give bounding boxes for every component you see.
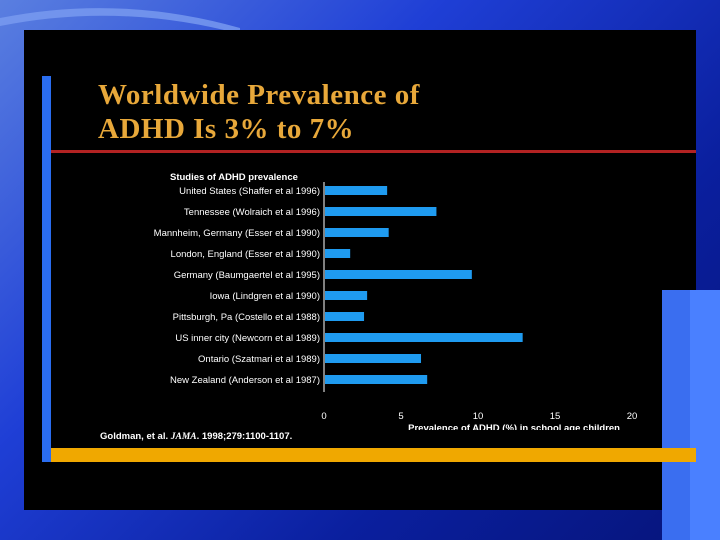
- category-label: Tennessee (Wolraich et al 1996): [184, 207, 320, 218]
- bar: [325, 228, 389, 237]
- x-tick-label: 20: [627, 411, 638, 422]
- x-tick-label: 5: [398, 411, 403, 422]
- citation-journal: JAMA: [170, 432, 197, 442]
- prevalence-bar-chart: Studies of ADHD prevalence United States …: [154, 172, 638, 430]
- category-label: New Zealand (Anderson et al 1987): [170, 375, 320, 386]
- x-tick-label: 10: [473, 411, 484, 422]
- title-line-2: ADHD Is 3% to 7%: [98, 113, 355, 145]
- citation: Goldman, et al. JAMA. 1998;279:1100-1107…: [100, 431, 292, 442]
- title-line-1: Worldwide Prevalence of: [98, 79, 420, 111]
- bar: [325, 186, 388, 195]
- category-label: Germany (Baumgaertel et al 1995): [174, 270, 320, 281]
- x-axis-label: Prevalence of ADHD (%) in school age chi…: [408, 423, 620, 430]
- slide-title: Worldwide Prevalence of ADHD Is 3% to 7%: [98, 78, 420, 146]
- bar: [325, 270, 472, 279]
- category-label: Ontario (Szatmari et al 1989): [198, 354, 320, 365]
- category-label: Pittsburgh, Pa (Costello et al 1988): [173, 312, 320, 323]
- bar: [325, 354, 422, 363]
- title-underline: [51, 150, 696, 153]
- corner-accent-block-light: [690, 290, 720, 540]
- category-label: United States (Shaffer et al 1996): [179, 186, 320, 197]
- bar: [325, 375, 428, 384]
- bar: [325, 249, 351, 258]
- chart-title: Studies of ADHD prevalence: [170, 172, 298, 183]
- category-label: US inner city (Newcorn et al 1989): [175, 333, 320, 344]
- category-label: Iowa (Lindgren et al 1990): [210, 291, 320, 302]
- bar: [325, 207, 437, 216]
- citation-authors: Goldman, et al.: [100, 431, 169, 442]
- bar: [325, 312, 365, 321]
- x-tick-label: 0: [321, 411, 326, 422]
- category-label: London, England (Esser et al 1990): [171, 249, 320, 260]
- footer-gold-bar: [51, 448, 696, 462]
- category-label: Mannheim, Germany (Esser et al 1990): [154, 228, 320, 239]
- bar: [325, 333, 523, 342]
- citation-details: . 1998;279:1100-1107.: [196, 431, 293, 442]
- bar: [325, 291, 368, 300]
- x-tick-label: 15: [550, 411, 561, 422]
- left-accent-bar: [42, 76, 51, 462]
